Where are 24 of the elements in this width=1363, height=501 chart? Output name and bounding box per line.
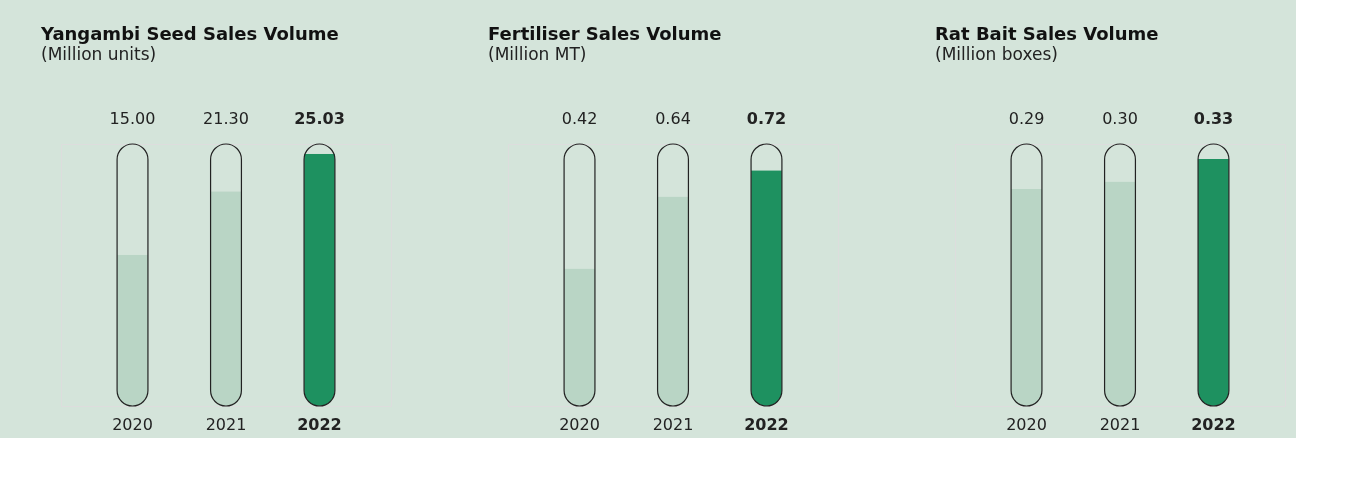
data-label: 21.30 [203,109,249,128]
x-tick-label: 2022 [297,414,342,434]
data-label: 0.29 [1008,109,1045,128]
x-tick-label: 2021 [1099,414,1141,434]
data-label: 0.42 [561,109,598,128]
x-tick-label: 2021 [205,414,247,434]
data-label: 0.64 [655,109,691,128]
data-label: 25.03 [294,109,345,128]
data-label: 0.33 [1193,109,1234,128]
x-tick-label: 2021 [652,414,694,434]
chart-title: Fertiliser Sales Volume [488,23,722,44]
chart-subtitle: (Million MT) [488,44,587,64]
x-tick-label: 2020 [1006,414,1047,434]
x-tick-label: 2020 [112,414,153,434]
x-tick-label: 2020 [559,414,600,434]
data-label: 0.30 [1102,109,1138,128]
x-tick-label: 2022 [1191,414,1236,434]
chart-title: Yangambi Seed Sales Volume [40,23,339,44]
chart-subtitle: (Million units) [41,44,157,64]
chart-subtitle: (Million boxes) [935,44,1058,64]
chart-title: Rat Bait Sales Volume [935,23,1159,44]
x-tick-label: 2022 [744,414,789,434]
data-label: 0.72 [746,109,787,128]
data-label: 15.00 [109,109,156,128]
